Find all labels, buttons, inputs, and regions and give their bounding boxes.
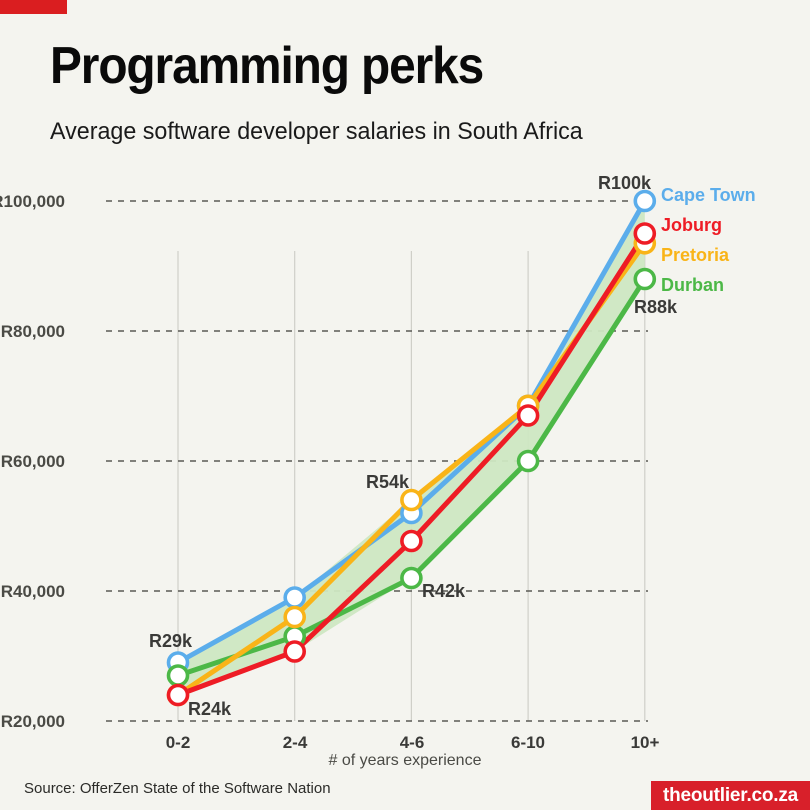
legend-item-cape-town[interactable]: Cape Town bbox=[661, 185, 756, 205]
annotation-r42k: R42k bbox=[422, 581, 466, 601]
page-subtitle: Average software developer salaries in S… bbox=[50, 118, 583, 145]
y-tick-label-80000: R80,000 bbox=[0, 322, 65, 341]
data-point[interactable] bbox=[400, 488, 423, 512]
brand-badge[interactable]: theoutlier.co.za bbox=[651, 781, 810, 810]
data-point[interactable] bbox=[516, 449, 540, 473]
legend-item-durban[interactable]: Durban bbox=[661, 275, 724, 295]
x-tick-label-6-10: 6-10 bbox=[510, 733, 546, 752]
range-band bbox=[178, 201, 645, 695]
page-title: Programming perks bbox=[50, 37, 484, 95]
x-tick-label-0-2: 0-2 bbox=[165, 733, 191, 752]
data-point[interactable] bbox=[633, 189, 657, 213]
y-tick-label-60000: R60,000 bbox=[0, 452, 65, 471]
data-point[interactable] bbox=[516, 404, 540, 427]
x-axis-title: # of years experience bbox=[328, 752, 482, 769]
data-point[interactable] bbox=[400, 566, 423, 590]
x-tick-label-4-6: 4-6 bbox=[399, 733, 425, 752]
series-markers-joburg bbox=[166, 222, 657, 707]
data-point[interactable] bbox=[166, 683, 190, 707]
annotation-r54k: R54k bbox=[366, 472, 410, 492]
data-point[interactable] bbox=[283, 586, 307, 609]
x-tick-label-10-plus: 10+ bbox=[630, 733, 660, 752]
data-point[interactable] bbox=[283, 605, 307, 629]
y-tick-label-40000: R40,000 bbox=[0, 582, 65, 601]
top-accent-bar bbox=[0, 0, 67, 14]
annotation-r24k: R24k bbox=[188, 699, 232, 719]
data-point[interactable] bbox=[633, 222, 657, 245]
y-tick-label-100000: R100,000 bbox=[0, 192, 65, 211]
y-tick-label-20000: R20,000 bbox=[0, 712, 65, 731]
annotation-r88k: R88k bbox=[634, 297, 678, 317]
data-point[interactable] bbox=[633, 267, 657, 291]
x-tick-label-2-4: 2-4 bbox=[282, 733, 308, 752]
annotation-r29k: R29k bbox=[149, 631, 193, 651]
legend-item-pretoria[interactable]: Pretoria bbox=[661, 245, 730, 265]
legend-item-joburg[interactable]: Joburg bbox=[661, 215, 722, 235]
annotation-r100k: R100k bbox=[598, 173, 652, 193]
data-point[interactable] bbox=[283, 640, 307, 663]
source-note: Source: OfferZen State of the Software N… bbox=[24, 780, 331, 797]
data-point[interactable] bbox=[166, 664, 190, 687]
data-point[interactable] bbox=[400, 529, 423, 553]
